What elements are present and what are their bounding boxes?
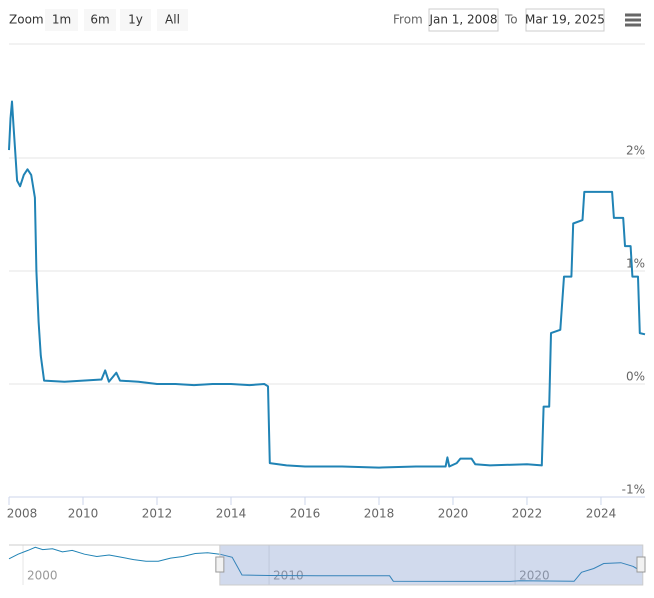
zoom-button-label[interactable]: 6m xyxy=(90,13,109,27)
y-tick-label: 1% xyxy=(626,257,645,271)
menu-button[interactable] xyxy=(625,13,641,27)
from-label: From xyxy=(393,13,423,27)
zoom-button-label[interactable]: All xyxy=(165,13,180,27)
zoom-button[interactable] xyxy=(157,9,188,31)
line-series xyxy=(8,100,646,469)
x-tick-label: 2010 xyxy=(68,507,99,521)
to-label: To xyxy=(504,13,518,27)
to-input[interactable] xyxy=(525,8,605,32)
navigator-tick-label: 2000 xyxy=(27,569,58,583)
navigator-tick-label: 2020 xyxy=(519,569,550,583)
x-tick-label: 2024 xyxy=(586,507,617,521)
y-tick-label: -1% xyxy=(622,483,645,497)
zoom-button[interactable] xyxy=(45,9,78,31)
zoom-button[interactable] xyxy=(84,9,116,31)
y-tick-label: 0% xyxy=(626,370,645,384)
x-tick-label: 2014 xyxy=(216,507,247,521)
y-tick-label: 2% xyxy=(626,144,645,158)
x-tick-label: 2008 xyxy=(7,507,38,521)
zoom-label: Zoom xyxy=(9,13,44,27)
navigator-selection xyxy=(219,544,644,586)
x-tick-label: 2022 xyxy=(512,507,543,521)
zoom-button-label[interactable]: 1m xyxy=(52,13,71,27)
range-selector: Zoom 1m 6m 1y All From Jan 1, 2008 To Ma… xyxy=(9,8,641,32)
from-input[interactable] xyxy=(428,8,499,32)
navigator-handle[interactable] xyxy=(215,556,225,573)
navigator-handle[interactable] xyxy=(636,556,646,573)
zoom-button-label[interactable]: 1y xyxy=(128,13,143,27)
x-tick-label: 2016 xyxy=(290,507,321,521)
x-tick-label: 2012 xyxy=(142,507,173,521)
x-tick-label: 2018 xyxy=(364,507,395,521)
to-value[interactable]: Mar 19, 2025 xyxy=(525,13,605,27)
navigator-series xyxy=(8,546,644,582)
zoom-button[interactable] xyxy=(120,9,151,31)
x-tick-label: 2020 xyxy=(438,507,469,521)
from-value[interactable]: Jan 1, 2008 xyxy=(428,13,497,27)
